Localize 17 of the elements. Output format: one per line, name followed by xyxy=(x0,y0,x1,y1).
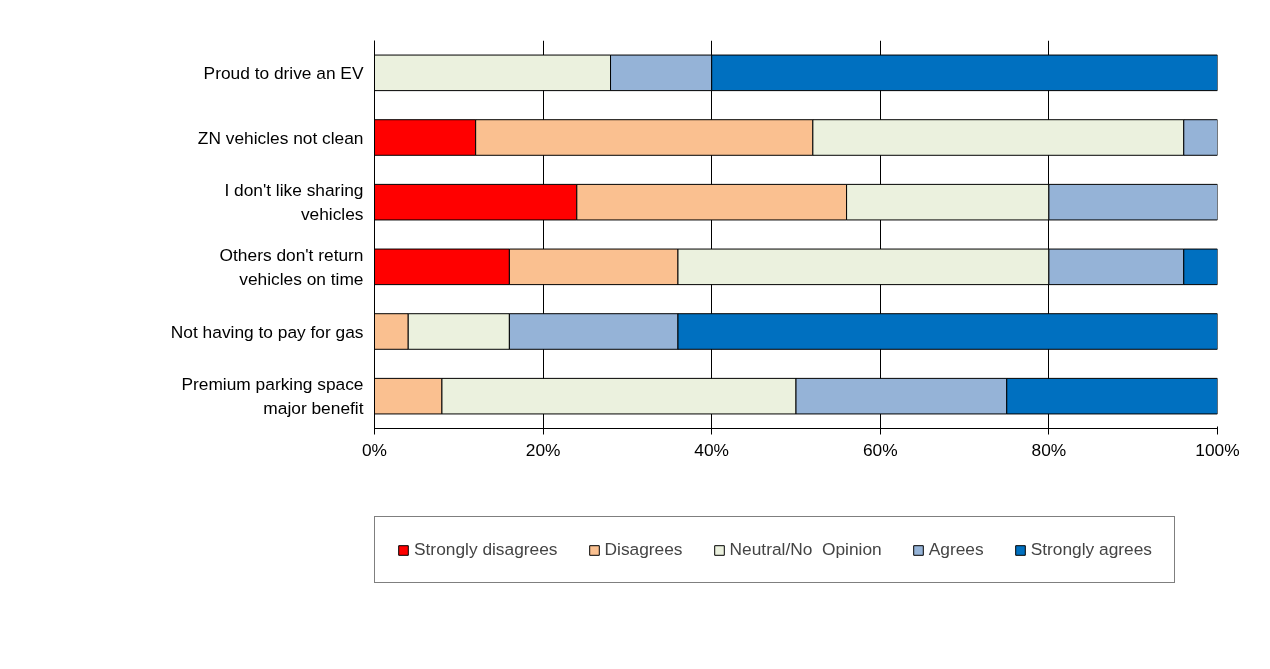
y-tick-label: Others don't return vehicles on time xyxy=(219,244,364,289)
legend-label: Strongly agrees xyxy=(1030,539,1152,560)
legend-label: Disagrees xyxy=(604,539,683,560)
y-tick-label: Not having to pay for gas xyxy=(170,321,364,342)
x-tick-label: 60% xyxy=(862,439,898,460)
x-tick-label: 100% xyxy=(1195,439,1240,460)
x-tick-label: 20% xyxy=(525,439,561,460)
x-tick-label: 80% xyxy=(1031,439,1067,460)
y-tick-label: I don't like sharing vehicles xyxy=(224,180,364,225)
y-tick-label: ZN vehicles not clean xyxy=(197,127,364,148)
y-tick-label: Proud to drive an EV xyxy=(203,62,364,83)
x-tick-label: 0% xyxy=(361,439,388,460)
legend-label: Neutral/No Opinion xyxy=(729,539,882,560)
legend-label: Strongly disagrees xyxy=(414,539,558,560)
legend-label: Agrees xyxy=(928,539,984,560)
x-tick-label: 40% xyxy=(694,439,730,460)
y-tick-label: Premium parking space major benefit xyxy=(181,374,364,419)
